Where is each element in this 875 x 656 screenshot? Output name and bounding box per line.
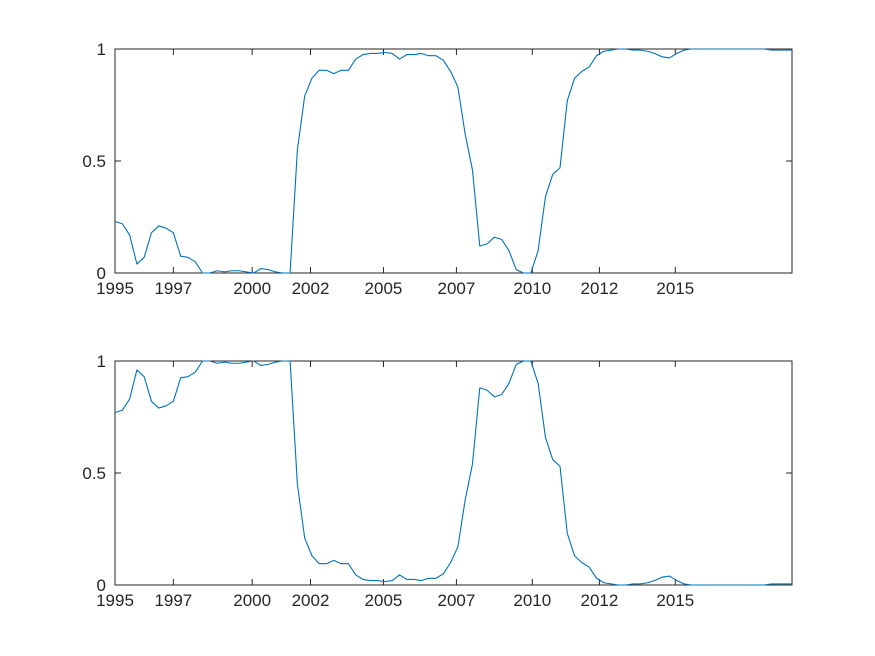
x-tick-label: 1995 (96, 279, 134, 298)
axes-box (114, 360, 793, 586)
top-panel: 1995 1997 2000 2002 2005 2007 2010 2012 2015 0 0.5… (82, 40, 793, 298)
y-tick-label: 0 (97, 264, 106, 283)
bottom-panel: 1995 1997 2000 2002 2005 2007 2010 2012 2015 0 0.5… (82, 352, 793, 610)
y-tick-label: 1 (97, 40, 106, 59)
series-line (114, 48, 792, 274)
x-tick-label: 2007 (438, 279, 476, 298)
x-tick-label: 2012 (580, 591, 618, 610)
y-tick-label: 0.5 (82, 152, 106, 171)
x-tick-label: 2012 (580, 279, 618, 298)
x-tick-label: 2002 (292, 591, 330, 610)
x-tick-label: 2000 (233, 591, 271, 610)
y-tick-label: 0.5 (82, 464, 106, 483)
x-tick-label: 2005 (365, 279, 403, 298)
x-tick-label: 1995 (96, 591, 134, 610)
x-tick-label: 1997 (154, 591, 192, 610)
x-tick-label: 2015 (656, 279, 694, 298)
series-line (114, 360, 792, 586)
x-tick-label: 2010 (513, 279, 551, 298)
x-tick-label: 2010 (513, 591, 551, 610)
x-tick-label: 2015 (656, 591, 694, 610)
x-tick-label: 2005 (365, 591, 403, 610)
axes-box (114, 48, 793, 274)
x-tick-label: 2007 (438, 591, 476, 610)
x-tick-label: 2000 (233, 279, 271, 298)
x-tick-label: 2002 (292, 279, 330, 298)
y-tick-label: 0 (97, 576, 106, 595)
x-tick-label: 1997 (154, 279, 192, 298)
y-tick-label: 1 (97, 352, 106, 371)
